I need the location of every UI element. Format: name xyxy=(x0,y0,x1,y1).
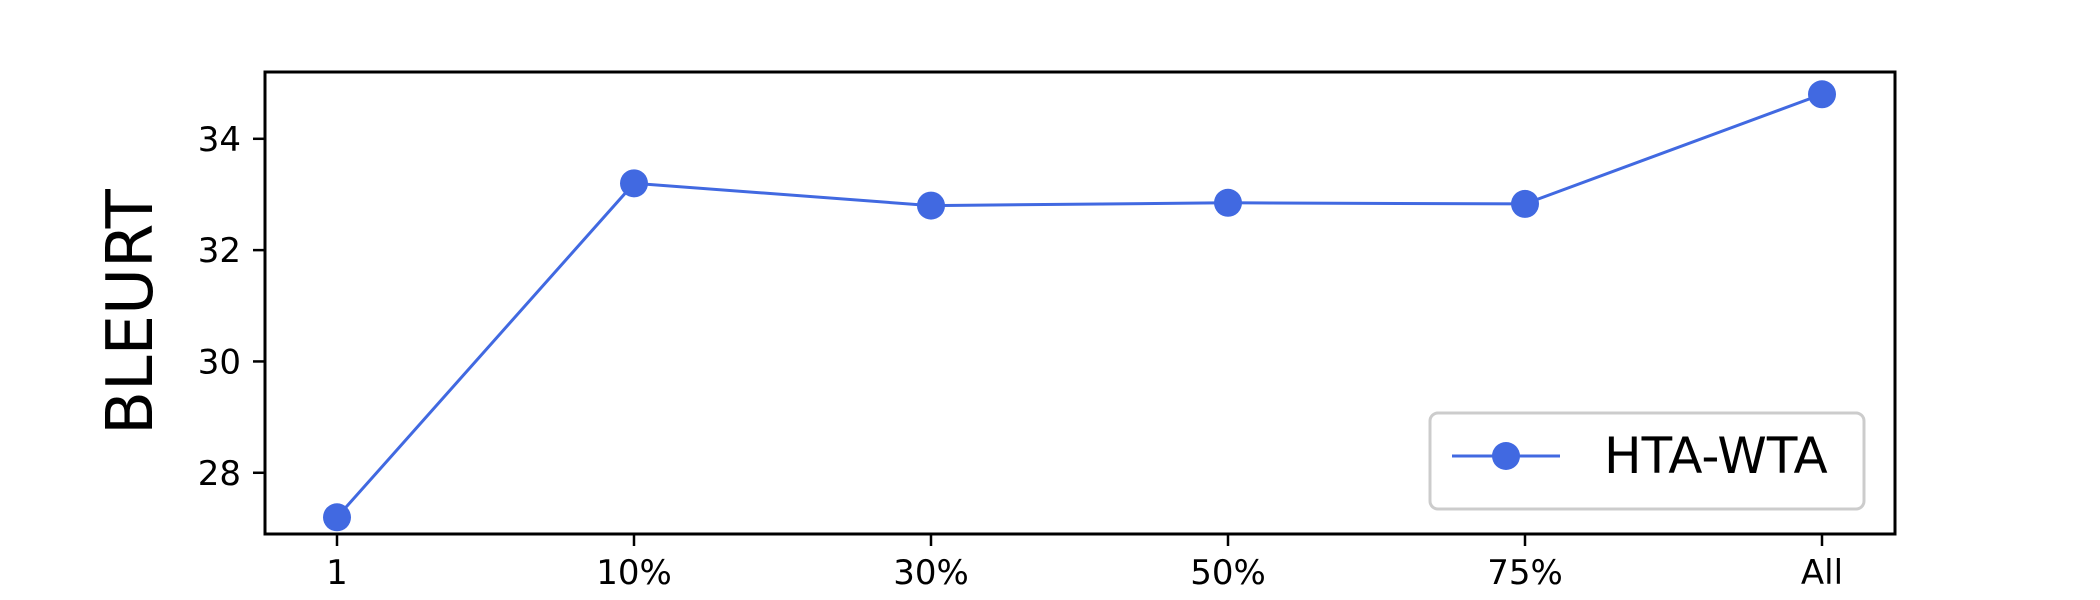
legend-box xyxy=(1428,411,1866,511)
data-point xyxy=(1511,189,1539,218)
data-point xyxy=(1808,80,1836,109)
legend-label-hta-wta: HTA-WTA xyxy=(1604,427,1828,485)
plot-frame xyxy=(263,70,1897,536)
x-tick-label: 1 xyxy=(326,553,348,593)
data-point xyxy=(917,191,945,220)
x-tick-label: 30% xyxy=(893,553,969,593)
y-axis-label: BLEURT xyxy=(94,188,168,435)
legend: HTA-WTA xyxy=(1428,411,1866,511)
x-tick-label: 50% xyxy=(1190,553,1266,593)
data-point xyxy=(323,503,351,532)
data-point xyxy=(620,169,648,198)
x-tick-label: 10% xyxy=(596,553,672,593)
x-tick-label: All xyxy=(1801,553,1843,593)
x-tick-label: 75% xyxy=(1487,553,1563,593)
legend-marker-swatch xyxy=(1492,442,1520,470)
y-tick-label: 30 xyxy=(198,342,241,382)
y-tick-label: 34 xyxy=(198,120,241,160)
data-point xyxy=(1214,188,1242,217)
y-tick-label: 32 xyxy=(198,231,241,271)
y-tick-label: 28 xyxy=(198,454,241,494)
series-line-hta-wta xyxy=(335,92,1823,519)
